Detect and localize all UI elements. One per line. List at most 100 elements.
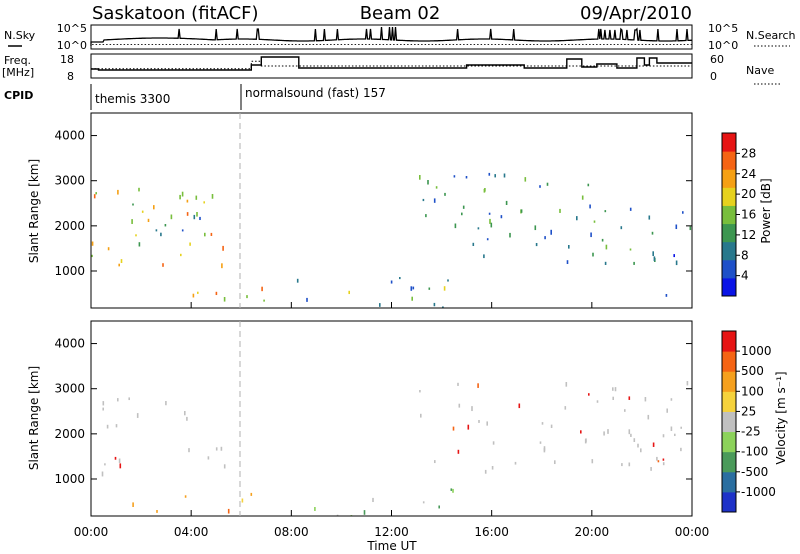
power-colorbar: 4 8 12 16 20 24 28 xyxy=(721,132,756,297)
powerData-cell xyxy=(399,277,401,280)
powerData-cell xyxy=(653,256,656,262)
powerData-cell xyxy=(153,205,155,210)
velData-cell xyxy=(662,458,665,461)
powerData-cell xyxy=(486,238,489,241)
power-frame xyxy=(90,112,693,309)
velData-cell xyxy=(102,401,105,406)
freq-series xyxy=(91,56,692,71)
power-colorbar-label: Power [dB] xyxy=(759,178,773,243)
powerBar-swatch xyxy=(722,151,736,170)
velData-cell xyxy=(518,403,521,409)
powerData-cell xyxy=(164,224,167,227)
velData-cell xyxy=(662,434,665,438)
velData-cell xyxy=(564,406,567,410)
powerData-cell xyxy=(652,251,654,257)
nsky-tick-bottom-right: 10^0 xyxy=(708,39,738,52)
velData-cell xyxy=(628,396,631,400)
powerData-cell xyxy=(411,296,413,301)
powerData-cell xyxy=(197,291,199,294)
x-tick-label: 08:00 xyxy=(274,525,309,539)
velData-cell xyxy=(471,406,473,412)
velData-cell xyxy=(554,460,556,465)
powerData-cell xyxy=(160,232,162,237)
velBar-tick-label: 1000 xyxy=(741,344,772,358)
powerData-cell xyxy=(483,254,485,259)
powerData-cell xyxy=(461,212,463,216)
velData-cell xyxy=(114,456,117,460)
powerData-cell xyxy=(131,219,133,224)
powerAxis-tick-label: 3000 xyxy=(54,174,85,188)
x-tick-label: 20:00 xyxy=(575,525,610,539)
powerData-cell xyxy=(180,253,182,257)
freq-label: Freq. xyxy=(4,54,31,67)
nave-label: Nave xyxy=(746,64,774,77)
nave-series xyxy=(91,60,692,70)
velData-cell xyxy=(106,424,109,429)
velData-cell xyxy=(220,446,223,451)
powerData-cell xyxy=(648,215,651,220)
velAxis-tick-label: 2000 xyxy=(54,427,85,441)
velData-cell xyxy=(422,501,425,504)
nsearch-label: N.Search xyxy=(746,29,796,42)
velData-cell xyxy=(207,456,210,460)
velData-cell xyxy=(457,382,459,386)
velData-cell xyxy=(420,413,422,418)
powerBar-tick-label: 16 xyxy=(741,208,756,222)
powerData-cell xyxy=(192,293,195,298)
velData-cell xyxy=(115,424,118,428)
nsky-label: N.Sky xyxy=(4,29,36,42)
velData-cell xyxy=(644,397,647,402)
powerAxis-tick-label: 4000 xyxy=(54,129,85,143)
velData-cell xyxy=(241,498,244,503)
powerData-cell xyxy=(503,173,506,178)
velData-cell xyxy=(543,446,546,451)
velData-cell xyxy=(478,420,480,423)
powerData-cell xyxy=(433,302,436,307)
powerBar-swatch xyxy=(722,169,736,188)
powerData-cell xyxy=(651,231,654,235)
powerData-cell xyxy=(91,254,93,258)
velData-cell xyxy=(591,459,594,464)
powerData-cell xyxy=(544,236,546,240)
velBar-swatch xyxy=(722,451,736,473)
powerData-cell xyxy=(435,186,438,189)
powerData-cell xyxy=(559,208,561,213)
x-tick-label: 04:00 xyxy=(174,525,209,539)
powerBar-swatch xyxy=(722,187,736,206)
powerBar-swatch xyxy=(722,259,736,279)
powerData-cell xyxy=(222,245,224,251)
powerBar-tick-label: 28 xyxy=(741,146,756,160)
velData-cell xyxy=(656,456,658,461)
powerData-cell xyxy=(534,225,537,231)
powerData-cell xyxy=(193,214,196,220)
powerData-cell xyxy=(682,211,684,214)
powerData-cell xyxy=(535,243,538,247)
velAxis-tick-label: 1000 xyxy=(54,472,85,486)
velData-cell xyxy=(637,443,639,448)
velData-cell xyxy=(584,438,587,444)
powerData-cell xyxy=(196,212,198,217)
powerData-cell xyxy=(488,172,491,176)
powerData-cell xyxy=(629,207,632,211)
powerData-cell xyxy=(433,198,436,203)
velData-cell xyxy=(452,426,455,431)
powerData-cell xyxy=(306,297,308,302)
velData-cell xyxy=(250,492,253,496)
powerData-cell xyxy=(117,189,119,195)
freq-tick-bottom: 8 xyxy=(67,70,74,83)
powerBar-tick-label: 24 xyxy=(741,167,756,181)
powerData-cell xyxy=(210,232,213,236)
powerData-cell xyxy=(348,290,350,295)
velData-cell xyxy=(614,387,617,392)
velBar-swatch xyxy=(722,351,736,372)
powerData-cell xyxy=(629,248,632,251)
powerData-cell xyxy=(223,297,226,302)
powerData-cell xyxy=(539,185,541,188)
powerData-cell xyxy=(472,242,475,247)
powerData-cell xyxy=(118,263,120,267)
velData-cell xyxy=(514,461,517,465)
powerData-cell xyxy=(520,209,523,213)
powerBar-tick-label: 12 xyxy=(741,228,756,242)
powerData-cell xyxy=(601,238,604,242)
velData-cell xyxy=(565,382,568,387)
